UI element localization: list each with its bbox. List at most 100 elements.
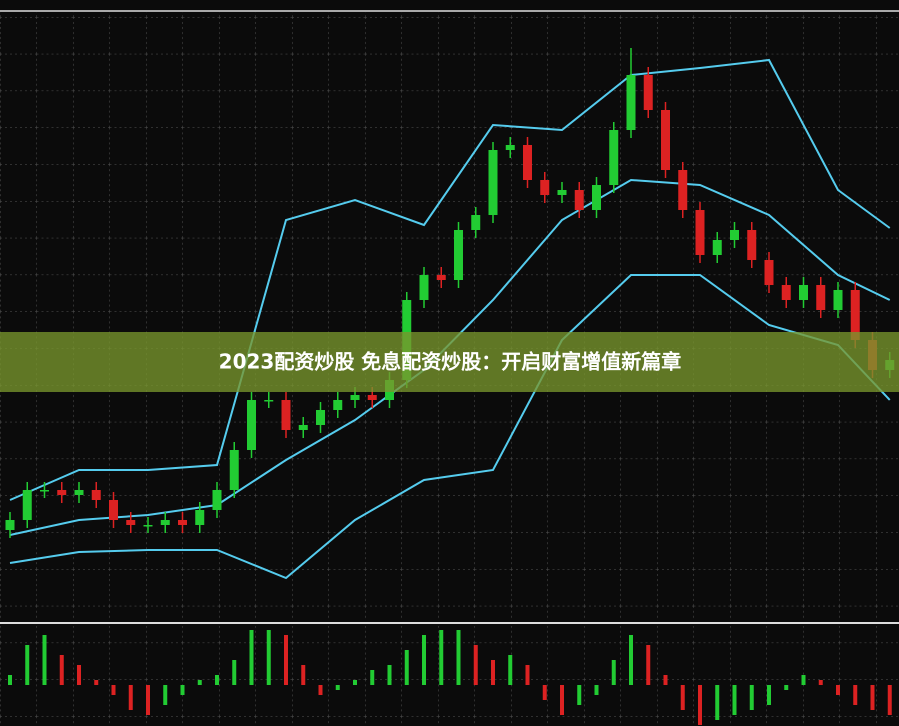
oscillator-bar [180, 685, 185, 695]
oscillator-bar [353, 680, 357, 685]
candle-body [316, 410, 325, 425]
candle-body [695, 210, 705, 255]
candle-body [126, 520, 136, 525]
candle-body [764, 260, 774, 285]
oscillator-bar [473, 645, 478, 685]
candle-body [557, 190, 567, 195]
candle-body [643, 75, 653, 110]
candle-body [40, 490, 49, 492]
oscillator-bar [732, 685, 737, 715]
candle-body [730, 230, 739, 240]
candle-body [505, 145, 515, 150]
oscillator-bar [266, 630, 271, 685]
oscillator-bar [611, 660, 616, 685]
oscillator-bar [77, 665, 81, 685]
candle-body [523, 145, 532, 180]
candle-body [333, 400, 343, 410]
candle-body [281, 400, 291, 430]
candle-body [488, 150, 498, 215]
oscillator-bar [594, 685, 599, 695]
oscillator-bar [422, 635, 426, 685]
candle-body [661, 110, 670, 170]
candle-body [781, 285, 791, 300]
oscillator-bar [663, 675, 668, 685]
candle-body [350, 395, 360, 400]
candle-body [247, 400, 256, 450]
oscillator-bar [542, 685, 547, 700]
candle-body [91, 490, 101, 500]
oscillator-bar [853, 685, 858, 705]
oscillator-bar [404, 650, 409, 685]
oscillator-bar [387, 665, 392, 685]
candle-body [626, 75, 636, 130]
banner-title: 2023配资炒股 免息配资炒股：开启财富增值新篇章 [219, 350, 682, 374]
oscillator-bar [25, 645, 30, 685]
oscillator-bar [94, 680, 99, 685]
candle-body [57, 490, 67, 495]
oscillator-bar [439, 630, 444, 685]
oscillator-bar [456, 630, 461, 685]
oscillator-bar [318, 685, 323, 695]
candle-body [298, 425, 308, 430]
oscillator-bar [767, 685, 771, 705]
oscillator-bar [801, 675, 806, 685]
oscillator-bar [301, 665, 306, 685]
candle-body [609, 130, 619, 185]
oscillator-bar [680, 685, 685, 710]
bollinger-band [9, 58, 891, 501]
candle-body [816, 285, 826, 310]
candle-body [454, 230, 463, 280]
oscillator-bar [8, 675, 12, 685]
oscillator-bar [128, 685, 133, 710]
oscillator-bar [370, 670, 375, 685]
oscillator-bar [577, 685, 582, 705]
oscillator-bar [508, 655, 513, 685]
oscillator-bar [870, 685, 875, 710]
candle-body [160, 520, 170, 525]
candle-body [678, 170, 688, 210]
candle-body [178, 520, 187, 525]
oscillator-bar [715, 685, 720, 720]
oscillator-bar [111, 685, 116, 695]
candle-body [574, 190, 584, 210]
oscillator-bar [59, 655, 64, 685]
candle-body [212, 490, 222, 510]
oscillator-bar [560, 685, 564, 715]
candle-body [109, 500, 118, 520]
oscillator-bar [197, 680, 202, 685]
candle-body [419, 275, 429, 300]
oscillator-bar [646, 645, 651, 685]
oscillator-bar [749, 685, 754, 710]
oscillator-bar [42, 635, 47, 685]
candle-body [850, 290, 860, 340]
bollinger-band [9, 274, 891, 580]
oscillator-bar [215, 675, 219, 685]
banner [0, 332, 899, 392]
candle-body [5, 520, 15, 530]
oscillator-bar [836, 685, 840, 695]
oscillator-bar [146, 685, 150, 715]
oscillator-bar [232, 660, 237, 685]
candle-body [264, 400, 274, 402]
candle-body [592, 185, 601, 210]
candle-body [367, 395, 377, 400]
candle-body [471, 215, 481, 230]
candle-body [143, 525, 153, 527]
candle-body [195, 510, 205, 525]
candle-body [22, 490, 32, 520]
oscillator-bar [335, 685, 340, 690]
oscillator-bar [163, 685, 168, 705]
candle-body [229, 450, 239, 490]
oscillator-bar [249, 630, 254, 685]
candle-body [712, 240, 722, 255]
candle-body [799, 285, 808, 300]
oscillator-bar [698, 685, 702, 725]
candle-body [74, 490, 84, 495]
oscillator-bar [629, 635, 633, 685]
oscillator-bar [525, 665, 530, 685]
candle-body [436, 275, 446, 280]
oscillator-bar [784, 685, 789, 690]
candle-body [833, 290, 843, 310]
candle-body [540, 180, 550, 195]
